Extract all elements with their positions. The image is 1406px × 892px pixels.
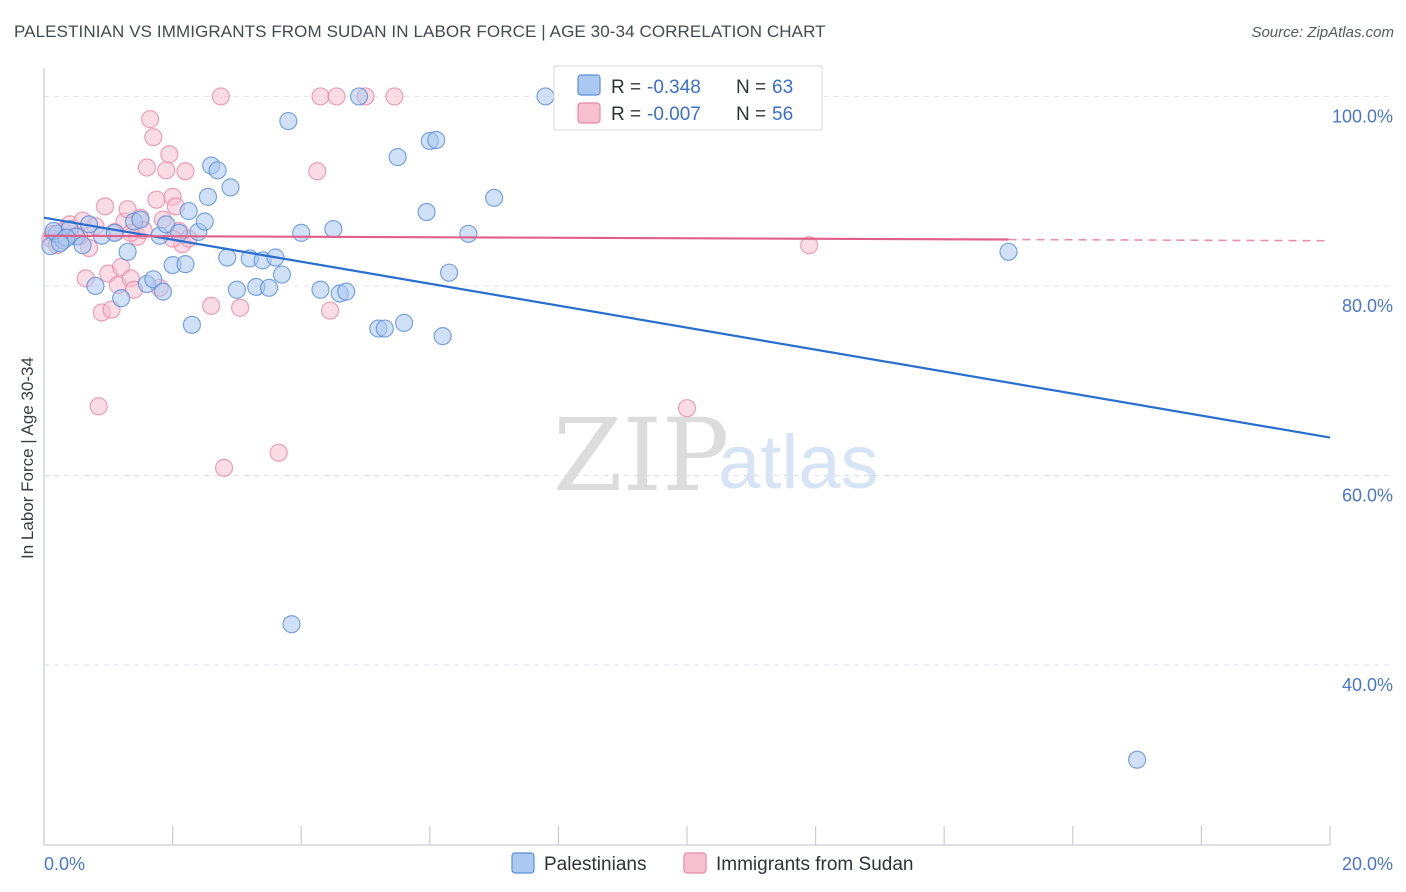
point-palestinian-48 bbox=[394, 313, 414, 332]
point-sudan-38 bbox=[202, 296, 221, 315]
y-tick-label-60: 60.0% bbox=[1342, 485, 1393, 505]
legend-n-value-1: 63 bbox=[772, 77, 793, 98]
point-palestinian-23 bbox=[182, 315, 201, 334]
point-palestinian-51 bbox=[427, 130, 446, 150]
legend-r-value-1: -0.348 bbox=[647, 77, 701, 98]
y-tick-labels: 40.0% 60.0% 80.0% 100.0% bbox=[1332, 106, 1393, 695]
point-palestinian-29 bbox=[218, 248, 237, 267]
point-palestinian-38 bbox=[279, 111, 298, 131]
point-palestinian-54 bbox=[459, 224, 478, 243]
point-palestinian-44 bbox=[349, 87, 369, 106]
point-palestinian-9 bbox=[105, 223, 124, 242]
point-sudan-31 bbox=[160, 145, 179, 164]
bottom-legend-swatch-palestinians bbox=[511, 852, 535, 874]
bottom-legend-swatch-sudan bbox=[683, 852, 707, 874]
legend-n-label-1: N = bbox=[736, 77, 766, 98]
legend-r-label-1: R = bbox=[611, 77, 641, 98]
point-sudan-25 bbox=[140, 110, 160, 129]
point-sudan-42 bbox=[269, 443, 288, 462]
point-sudan-26 bbox=[144, 128, 163, 147]
point-palestinian-62 bbox=[50, 234, 70, 253]
y-tick-label-100: 100.0% bbox=[1332, 106, 1393, 126]
point-palestinian-55 bbox=[485, 188, 504, 207]
legend-r-value-2: -0.007 bbox=[647, 104, 701, 125]
point-palestinian-35 bbox=[259, 278, 279, 297]
point-palestinian-46 bbox=[375, 319, 394, 338]
point-palestinian-5 bbox=[73, 236, 92, 255]
watermark-zip: ZIP bbox=[553, 397, 729, 514]
point-palestinian-21 bbox=[176, 255, 195, 274]
point-sudan-40 bbox=[214, 458, 234, 477]
point-sudan-43 bbox=[308, 162, 327, 181]
point-palestinian-13 bbox=[131, 210, 150, 229]
series-palestinians bbox=[41, 87, 1147, 769]
point-palestinian-28 bbox=[208, 161, 227, 180]
bottom-legend-palestinians: Palestinians bbox=[544, 854, 646, 875]
trend-line-sudan-extension bbox=[1008, 238, 1331, 242]
point-sudan-49 bbox=[677, 399, 697, 418]
point-palestinian-31 bbox=[227, 280, 246, 299]
point-palestinian-26 bbox=[198, 187, 218, 206]
point-palestinian-15 bbox=[144, 270, 163, 289]
point-sudan-24 bbox=[137, 158, 156, 177]
bottom-legend-sudan: Immigrants from Sudan bbox=[716, 854, 913, 875]
point-palestinian-10 bbox=[112, 289, 131, 308]
point-sudan-27 bbox=[147, 190, 166, 209]
point-palestinian-11 bbox=[118, 242, 137, 261]
point-sudan-39 bbox=[211, 87, 230, 106]
point-palestinian-53 bbox=[439, 263, 459, 282]
point-sudan-30 bbox=[157, 161, 176, 180]
grid bbox=[44, 95, 1393, 666]
point-palestinian-58 bbox=[1127, 750, 1147, 769]
point-palestinian-25 bbox=[195, 212, 214, 231]
point-sudan-11 bbox=[95, 197, 115, 216]
point-sudan-50 bbox=[800, 236, 819, 255]
point-palestinian-17 bbox=[157, 215, 176, 234]
point-sudan-46 bbox=[327, 87, 346, 106]
trend-line-palestinians bbox=[43, 216, 1331, 439]
bottom-legend: Palestinians Immigrants from Sudan bbox=[511, 852, 913, 875]
y-tick-label-80: 80.0% bbox=[1342, 296, 1393, 316]
legend-r-label-2: R = bbox=[611, 104, 641, 125]
point-palestinian-59 bbox=[282, 615, 301, 634]
chart-title: PALESTINIAN VS IMMIGRANTS FROM SUDAN IN … bbox=[14, 22, 826, 41]
point-palestinian-39 bbox=[292, 223, 311, 242]
point-palestinian-47 bbox=[388, 147, 407, 167]
point-palestinian-41 bbox=[324, 219, 343, 239]
point-sudan-48 bbox=[385, 87, 404, 106]
point-palestinian-7 bbox=[86, 276, 105, 296]
point-sudan-41 bbox=[231, 298, 250, 317]
point-palestinian-37 bbox=[272, 265, 292, 284]
point-palestinian-49 bbox=[417, 202, 436, 222]
point-palestinian-56 bbox=[536, 87, 555, 106]
point-palestinian-43 bbox=[337, 282, 356, 301]
legend-n-value-2: 56 bbox=[772, 104, 793, 125]
source-label: Source: ZipAtlas.com bbox=[1251, 24, 1394, 41]
point-palestinian-18 bbox=[153, 282, 173, 301]
x-tick-label-min: 0.0% bbox=[44, 854, 85, 874]
point-sudan-9 bbox=[89, 397, 108, 416]
legend-swatch-sudan bbox=[577, 102, 601, 124]
point-sudan-36 bbox=[176, 162, 195, 181]
trend-lines bbox=[43, 216, 1331, 439]
point-sudan-44 bbox=[321, 301, 340, 320]
legend-swatch-palestinians bbox=[577, 74, 601, 96]
point-palestinian-30 bbox=[221, 178, 240, 197]
watermark: ZIP atlas bbox=[553, 397, 879, 514]
stats-legend: R = -0.348 N = 63 R = -0.007 N = 56 bbox=[553, 65, 823, 131]
x-ticks bbox=[43, 826, 1331, 845]
x-tick-label-max: 20.0% bbox=[1342, 854, 1393, 874]
y-axis-label: In Labor Force | Age 30-34 bbox=[18, 357, 37, 559]
watermark-atlas: atlas bbox=[718, 420, 879, 505]
point-palestinian-22 bbox=[179, 201, 198, 221]
y-tick-label-40: 40.0% bbox=[1342, 675, 1393, 695]
point-palestinian-57 bbox=[999, 242, 1018, 261]
legend-n-label-2: N = bbox=[736, 104, 766, 125]
point-palestinian-40 bbox=[311, 280, 330, 299]
trend-line-sudan bbox=[43, 234, 1009, 241]
point-sudan-45 bbox=[311, 87, 330, 106]
point-palestinian-52 bbox=[433, 327, 452, 346]
